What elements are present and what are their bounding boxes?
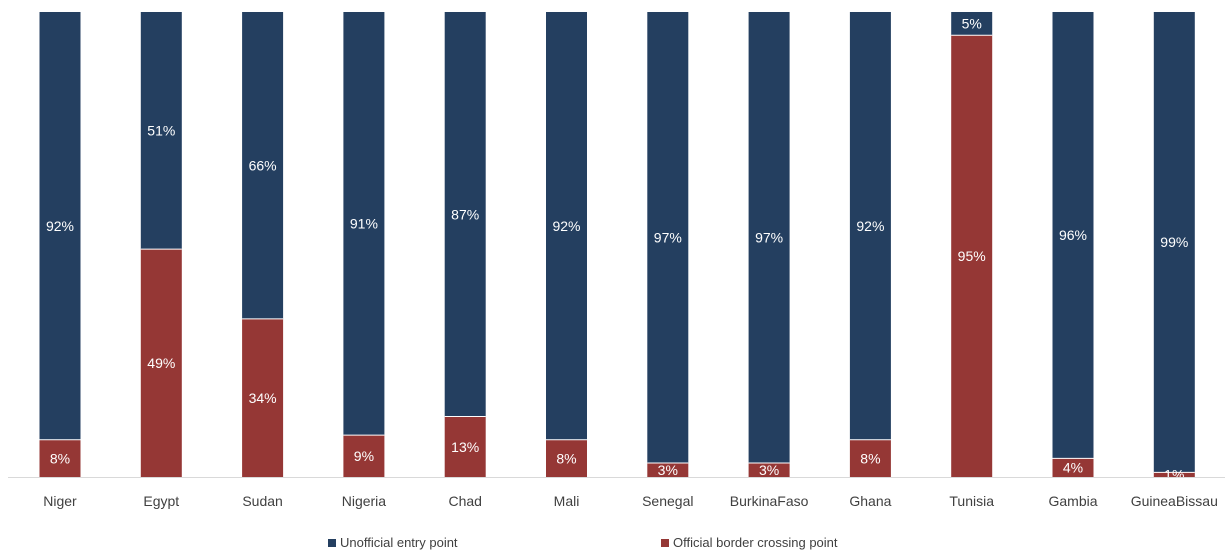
- x-tick-label-ghana: Ghana: [849, 493, 891, 509]
- bar-official-burkinafaso: [748, 463, 790, 477]
- x-tick-label-nigeria: Nigeria: [342, 493, 387, 509]
- data-label-official-chad: 13%: [451, 439, 479, 455]
- bar-official-sudan: [242, 318, 284, 477]
- data-label-official-sudan: 34%: [249, 390, 277, 406]
- data-label-unofficial-mali: 92%: [552, 218, 580, 234]
- data-label-official-ghana: 8%: [860, 450, 880, 466]
- bar-official-niger: [39, 439, 81, 477]
- x-tick-label-niger: Niger: [43, 493, 77, 509]
- data-label-unofficial-nigeria: 91%: [350, 216, 378, 232]
- x-tick-label-burkinafaso: BurkinaFaso: [730, 493, 809, 509]
- bar-official-senegal: [647, 463, 689, 477]
- data-label-unofficial-tunisia: 5%: [962, 16, 982, 32]
- data-label-unofficial-chad: 87%: [451, 206, 479, 222]
- x-tick-labels: Niger Egypt Sudan Nigeria Chad Mali Senegal Bur…: [43, 493, 1218, 509]
- data-label-official-gambia: 4%: [1063, 460, 1083, 476]
- bar-official-gambia: [1052, 458, 1094, 477]
- x-tick-label-mali: Mali: [554, 493, 580, 509]
- bar-official-guineabissau: [1153, 472, 1195, 477]
- bar-unofficial-senegal: [647, 12, 689, 464]
- data-label-official-guineabissau: 1%: [1164, 467, 1184, 483]
- x-tick-label-tunisia: Tunisia: [949, 493, 994, 509]
- data-label-official-tunisia: 95%: [958, 248, 986, 264]
- bar-unofficial-niger: [39, 12, 81, 440]
- data-label-official-senegal: 3%: [658, 462, 678, 478]
- data-label-unofficial-ghana: 92%: [856, 218, 884, 234]
- bar-unofficial-egypt: [140, 12, 182, 250]
- legend-label-unofficial-entry-point: Unofficial entry point: [340, 535, 458, 550]
- data-label-unofficial-egypt: 51%: [147, 123, 175, 139]
- data-label-official-niger: 8%: [50, 450, 70, 466]
- x-tick-label-guineabissau: GuineaBissau: [1131, 493, 1218, 509]
- bar-official-ghana: [849, 439, 891, 477]
- bar-official-mali: [546, 439, 587, 477]
- data-label-unofficial-gambia: 96%: [1059, 227, 1087, 243]
- data-label-unofficial-sudan: 66%: [249, 157, 277, 173]
- x-tick-label-sudan: Sudan: [242, 493, 282, 509]
- bar-official-chad: [444, 416, 486, 477]
- bar-unofficial-burkinafaso: [748, 12, 790, 464]
- bar-unofficial-nigeria: [343, 12, 385, 436]
- bar-unofficial-mali: [546, 12, 587, 440]
- data-label-unofficial-niger: 92%: [46, 218, 74, 234]
- bar-official-egypt: [140, 249, 182, 477]
- legend: Unofficial entry point Official border cr…: [328, 535, 838, 550]
- legend-swatch-official-border-crossing-point: [661, 539, 669, 547]
- bar-official-nigeria: [343, 435, 385, 477]
- bar-unofficial-gambia: [1052, 12, 1094, 459]
- bar-unofficial-chad: [444, 12, 486, 417]
- bar-unofficial-ghana: [849, 12, 891, 440]
- legend-swatch-unofficial-entry-point: [328, 539, 336, 547]
- legend-label-official-border-crossing-point: Official border crossing point: [673, 535, 838, 550]
- data-label-unofficial-burkinafaso: 97%: [755, 230, 783, 246]
- data-label-official-nigeria: 9%: [354, 448, 374, 464]
- x-tick-label-senegal: Senegal: [642, 493, 693, 509]
- bar-unofficial-guineabissau: [1153, 12, 1195, 473]
- data-label-unofficial-senegal: 97%: [654, 230, 682, 246]
- data-label-official-egypt: 49%: [147, 355, 175, 371]
- bar-official-tunisia: [951, 35, 993, 477]
- x-tick-label-egypt: Egypt: [143, 493, 179, 509]
- x-tick-label-gambia: Gambia: [1048, 493, 1097, 509]
- data-label-unofficial-guineabissau: 99%: [1160, 234, 1188, 250]
- x-tick-label-chad: Chad: [448, 493, 481, 509]
- bar-unofficial-tunisia: [951, 12, 993, 36]
- bar-unofficial-sudan: [242, 12, 284, 319]
- bars-group: 92% 8% 51% 49% 66% 34% 91% 9% 87% 13% 92% 8% 97% 3% 97…: [39, 12, 1195, 483]
- data-label-official-mali: 8%: [556, 450, 576, 466]
- data-label-official-burkinafaso: 3%: [759, 462, 779, 478]
